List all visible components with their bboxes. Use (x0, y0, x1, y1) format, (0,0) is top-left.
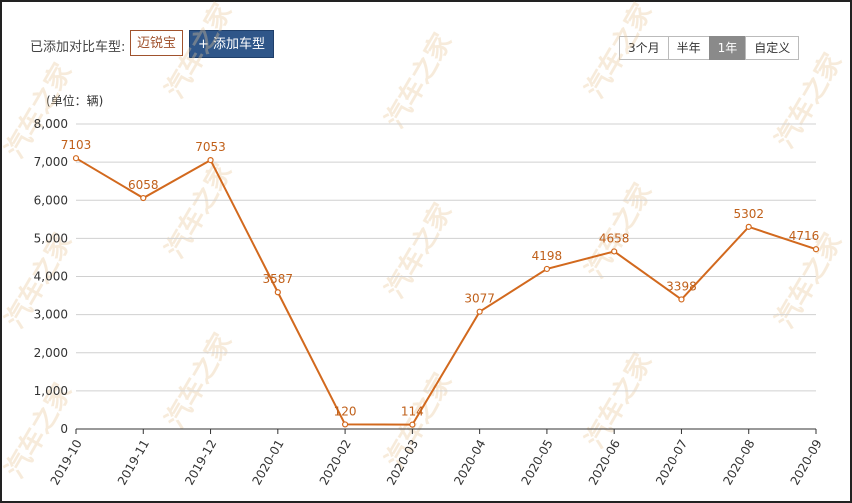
watermark-text: 汽车之家 (769, 228, 848, 334)
unit-label: (单位：辆) (46, 94, 104, 108)
watermark-text: 汽车之家 (579, 0, 658, 104)
y-tick-label: 2,000 (34, 346, 68, 360)
x-tick-label: 2020-09 (788, 437, 825, 487)
data-label: 3077 (464, 292, 495, 306)
data-point (543, 265, 551, 273)
data-label: 4658 (599, 231, 630, 245)
watermark-text: 汽车之家 (579, 348, 658, 454)
watermark-text: 汽车之家 (159, 0, 238, 104)
data-label: 4716 (789, 229, 820, 243)
x-tick-label: 2020-07 (653, 437, 690, 487)
range-selector: 3个月 半年 1年 自定义 (619, 36, 800, 60)
y-tick-label: 8,000 (34, 117, 68, 131)
y-tick-label: 7,000 (34, 155, 68, 169)
x-tick-label: 2020-01 (249, 437, 286, 487)
range-half-year-button[interactable]: 半年 (667, 36, 710, 60)
series-line (75, 157, 817, 426)
x-tick-label: 2020-04 (451, 437, 488, 487)
y-tick-label: 0 (60, 422, 68, 436)
range-custom-button[interactable]: 自定义 (745, 36, 800, 60)
range-3-months-button[interactable]: 3个月 (619, 36, 669, 60)
model-tag[interactable]: 迈锐宝 (130, 30, 184, 56)
data-point (341, 421, 349, 428)
data-label: 3398 (666, 279, 697, 293)
watermark-text: 汽车之家 (159, 328, 238, 434)
data-label: 3587 (263, 272, 294, 286)
watermark-text: 汽车之家 (379, 28, 458, 134)
y-tick-label: 6,000 (34, 193, 68, 207)
data-point (611, 248, 618, 255)
x-tick-label: 2019-10 (48, 437, 85, 487)
watermark-text: 汽车之家 (379, 368, 458, 474)
x-tick-label: 2020-08 (720, 437, 757, 487)
data-label: 7103 (61, 138, 92, 152)
data-point (812, 246, 820, 253)
data-label: 5302 (733, 207, 764, 221)
watermark-text: 汽车之家 (769, 48, 848, 154)
y-tick-label: 5,000 (34, 231, 68, 245)
data-label: 4198 (532, 249, 563, 263)
x-tick-label: 2019-12 (182, 437, 219, 487)
watermark-text: 汽车之家 (159, 158, 238, 264)
y-tick-label: 1,000 (34, 384, 68, 398)
y-tick-label: 4,000 (34, 270, 68, 284)
data-point (678, 296, 685, 303)
data-label: 114 (401, 405, 424, 419)
compare-label: 已添加对比车型: (30, 40, 126, 55)
y-tick-label: 3,000 (34, 308, 68, 322)
data-label: 7053 (195, 140, 226, 154)
x-tick-label: 2020-05 (519, 437, 556, 487)
data-point (207, 157, 214, 164)
data-label: 120 (334, 404, 357, 418)
data-point (745, 223, 752, 230)
watermark-text: 汽车之家 (379, 198, 458, 304)
data-point (140, 194, 147, 202)
data-point (476, 308, 483, 315)
x-tick-label: 2019-11 (115, 437, 152, 487)
data-point (72, 155, 80, 162)
data-point (274, 289, 281, 296)
data-point (409, 421, 416, 428)
add-model-button[interactable]: + 添加车型 (189, 30, 275, 58)
x-tick-label: 2020-02 (317, 437, 354, 487)
data-label: 6058 (128, 178, 159, 192)
